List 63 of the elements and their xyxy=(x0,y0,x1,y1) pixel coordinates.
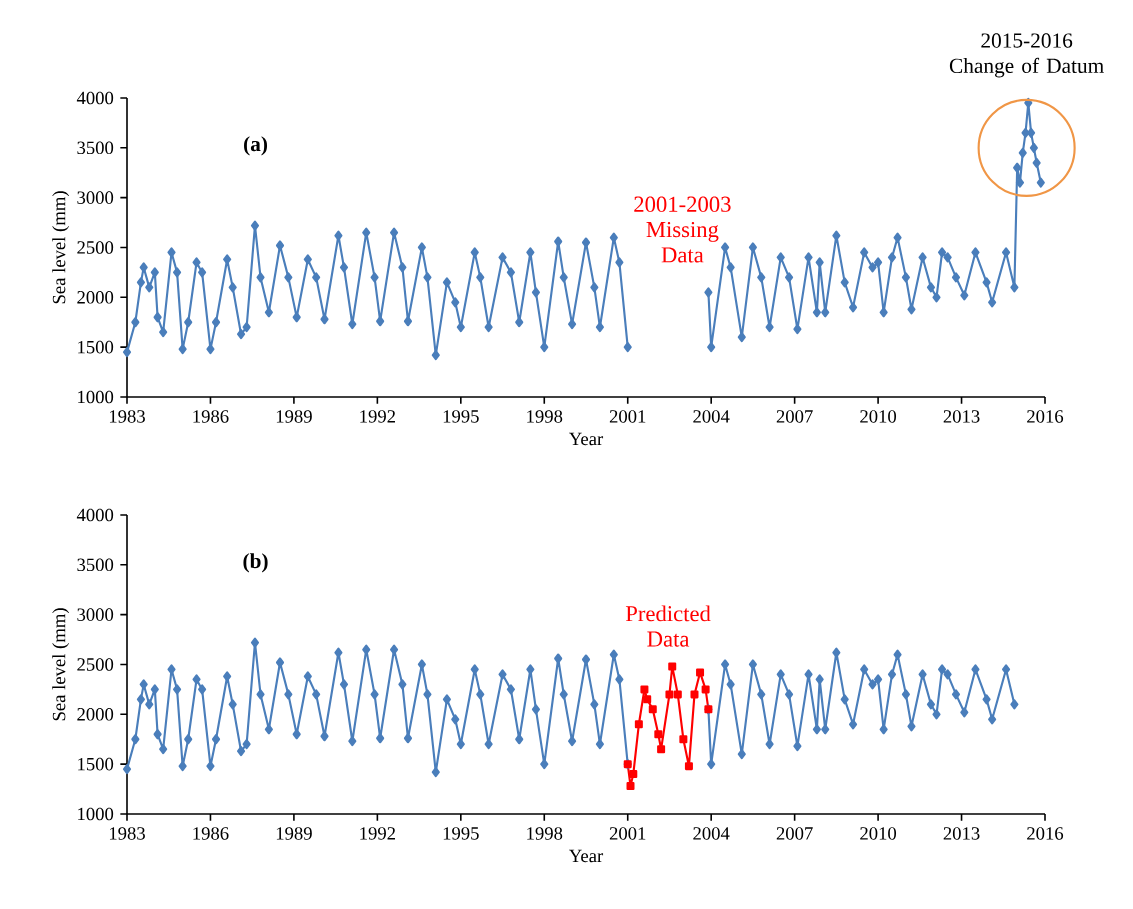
y-tick-label: 2500 xyxy=(77,241,114,254)
x-tick-label: 1983 xyxy=(109,827,145,840)
y-tick-label: 1500 xyxy=(78,757,114,771)
point xyxy=(640,685,649,694)
annotation: 2001-2003 Missing Data xyxy=(634,196,731,263)
y-tick-label: 3000 xyxy=(77,608,114,621)
x-tick-label: 1992 xyxy=(360,827,395,840)
y-tick-label: 1000 xyxy=(78,807,114,821)
x-tick-label: 2004 xyxy=(693,827,730,840)
x-tick-label: 2010 xyxy=(860,827,897,840)
point xyxy=(629,770,638,779)
x-tick-label: 1989 xyxy=(276,410,312,423)
x-axis-title: Year xyxy=(569,849,604,863)
point xyxy=(668,662,677,671)
x-tick-label: 1995 xyxy=(443,410,479,423)
series-label: Predicted Data xyxy=(625,605,711,647)
x-tick-label: 1995 xyxy=(443,827,479,840)
point xyxy=(626,782,635,791)
point xyxy=(684,762,693,771)
point xyxy=(657,745,666,754)
y-tick-label: 2500 xyxy=(77,658,114,671)
x-tick-label: 1986 xyxy=(193,410,229,423)
y-tick-label: 4000 xyxy=(76,508,114,522)
point xyxy=(634,720,643,729)
text: 2015-2016 Change of Datum xyxy=(949,33,1104,78)
x-tick-label: 1986 xyxy=(193,827,229,840)
point xyxy=(696,668,705,677)
x-tick-label: 2016 xyxy=(1027,827,1064,840)
x-tick-label: 1989 xyxy=(276,827,312,840)
x-tick-label: 1983 xyxy=(109,410,145,423)
point xyxy=(701,685,710,694)
point xyxy=(654,730,663,739)
x-tick-label: 2004 xyxy=(693,410,730,423)
x-tick-label: 2001 xyxy=(609,410,646,423)
y-tick-label: 2000 xyxy=(77,708,114,721)
x-tick-label: 1998 xyxy=(527,410,563,423)
point xyxy=(690,690,699,699)
x-tick-label: 1998 xyxy=(527,827,563,840)
point xyxy=(643,695,652,704)
x-tick-label: 2010 xyxy=(860,410,897,423)
x-tick-label: 2007 xyxy=(776,410,813,423)
point xyxy=(679,735,688,744)
point xyxy=(648,705,657,714)
y-tick-label: 3500 xyxy=(77,141,114,155)
annotation: (a) xyxy=(244,136,268,156)
y-axis-title: Sea level (mm) xyxy=(52,191,70,304)
y-axis-title: Sea level (mm) xyxy=(52,608,70,721)
y-tick-label: 3000 xyxy=(77,191,114,204)
point xyxy=(673,690,682,699)
point xyxy=(665,690,674,699)
y-tick-label: 1500 xyxy=(78,340,114,354)
y-tick-label: 2000 xyxy=(77,291,114,304)
annotation: (b) xyxy=(243,553,268,573)
x-tick-label: 2016 xyxy=(1027,410,1064,423)
x-tick-label: 2001 xyxy=(609,827,646,840)
x-tick-label: 2007 xyxy=(776,827,813,840)
y-tick-label: 3500 xyxy=(77,558,114,572)
x-tick-label: 1992 xyxy=(360,410,395,423)
y-tick-label: 4000 xyxy=(76,91,114,105)
y-tick-label: 1000 xyxy=(78,390,114,404)
x-tick-label: 2013 xyxy=(943,410,980,423)
x-tick-label: 2013 xyxy=(943,827,980,840)
x-axis-title: Year xyxy=(569,432,604,446)
